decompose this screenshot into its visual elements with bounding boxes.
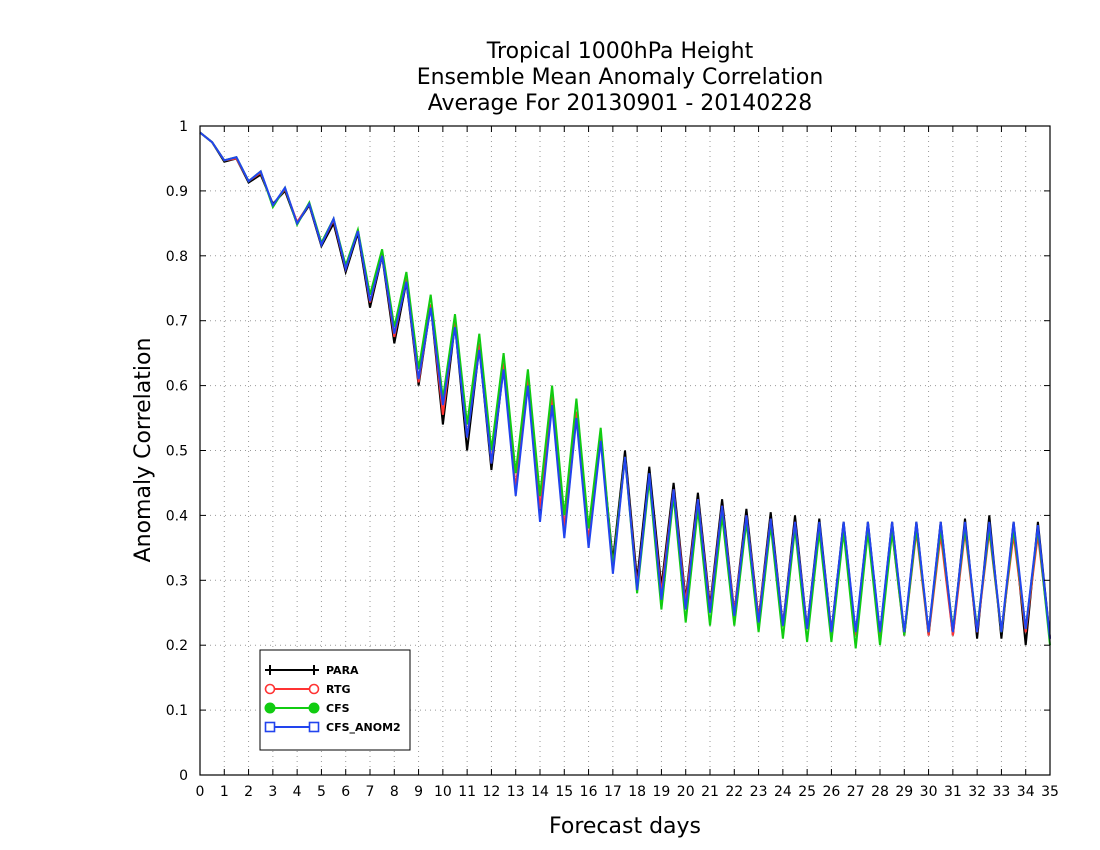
y-tick-label: 1	[179, 119, 188, 135]
chart-title-line-2: Ensemble Mean Anomaly Correlation	[417, 65, 824, 90]
x-tick-label: 11	[458, 784, 476, 800]
x-tick-label: 27	[847, 784, 865, 800]
legend-box	[259, 649, 411, 751]
x-tick-label: 32	[968, 784, 986, 800]
x-tick-label: 21	[701, 784, 719, 800]
chart-title-line-1: Tropical 1000hPa Height	[486, 39, 754, 64]
x-tick-label: 6	[341, 784, 350, 800]
x-tick-label: 22	[725, 784, 743, 800]
x-tick-label: 16	[580, 784, 598, 800]
legend-marker-open-circle	[264, 683, 276, 695]
x-tick-label: 9	[414, 784, 423, 800]
x-tick-label: 4	[293, 784, 302, 800]
x-tick-label: 26	[823, 784, 841, 800]
x-tick-label: 28	[871, 784, 889, 800]
x-tick-label: 13	[507, 784, 525, 800]
y-tick-label: 0.7	[166, 314, 188, 330]
y-tick-label: 0.4	[166, 508, 188, 524]
x-tick-label: 35	[1041, 784, 1059, 800]
y-tick-label: 0.1	[166, 703, 188, 719]
legend-marker-filled-circle	[308, 702, 320, 714]
x-tick-label: 10	[434, 784, 452, 800]
x-tick-label: 15	[555, 784, 573, 800]
x-tick-label: 12	[483, 784, 501, 800]
y-tick-label: 0	[179, 768, 188, 784]
axis-ticks	[199, 125, 1051, 776]
x-tick-label: 25	[798, 784, 816, 800]
series-lines	[199, 131, 1051, 649]
x-tick-label: 24	[774, 784, 792, 800]
x-tick-label: 1	[220, 784, 229, 800]
y-axis-tick-labels: 0 0.1 0.2 0.3 0.4 0.5 0.6 0.7 0.8 0.9 1	[166, 119, 188, 784]
y-tick-label: 0.6	[166, 379, 188, 395]
y-tick-label: 0.8	[166, 249, 188, 265]
legend-label-rtg: RTG	[326, 683, 351, 696]
x-tick-label: 19	[653, 784, 671, 800]
x-tick-label: 30	[920, 784, 938, 800]
x-tick-label: 2	[244, 784, 253, 800]
x-tick-label: 0	[196, 784, 205, 800]
legend-label-cfs: CFS	[326, 702, 350, 715]
x-tick-label: 23	[750, 784, 768, 800]
legend-marker-plus	[309, 665, 319, 675]
legend-label-para: PARA	[326, 664, 359, 677]
x-tick-label: 5	[317, 784, 326, 800]
y-tick-label: 0.9	[166, 184, 188, 200]
x-tick-label: 7	[366, 784, 375, 800]
x-tick-label: 29	[895, 784, 913, 800]
x-tick-label: 18	[628, 784, 646, 800]
x-tick-label: 20	[677, 784, 695, 800]
legend-marker-plus	[265, 665, 275, 675]
x-axis-tick-labels: 0 1 2 3 4 5 6 7 8 9 10 11 12 13 14 15 16 17 18 19 20 21 22 23 24…	[196, 784, 1059, 800]
x-axis-title: Forecast days	[549, 814, 701, 839]
y-axis-title: Anomaly Correlation	[131, 338, 156, 563]
legend-label-cfs-anom2: CFS_ANOM2	[326, 721, 401, 734]
legend-marker-open-square	[264, 721, 276, 733]
x-tick-label: 34	[1017, 784, 1035, 800]
x-tick-label: 14	[531, 784, 549, 800]
legend: PARA RTG CFS CFS_ANOM2	[259, 649, 411, 751]
legend-items: PARA RTG CFS CFS_ANOM2	[264, 664, 401, 734]
legend-marker-filled-circle	[264, 702, 276, 714]
y-tick-label: 0.3	[166, 573, 188, 589]
x-tick-label: 17	[604, 784, 622, 800]
chart-title-line-3: Average For 20130901 - 20140228	[428, 91, 813, 116]
series-line-cfs-anom2	[199, 131, 1051, 639]
y-tick-label: 0.2	[166, 638, 188, 654]
chart-title: Tropical 1000hPa Height Ensemble Mean An…	[417, 39, 824, 116]
legend-marker-open-square	[308, 721, 320, 733]
x-tick-label: 31	[944, 784, 962, 800]
y-tick-label: 0.5	[166, 444, 188, 460]
x-tick-label: 8	[390, 784, 399, 800]
x-tick-label: 3	[268, 784, 277, 800]
x-tick-label: 33	[993, 784, 1011, 800]
legend-marker-open-circle	[308, 683, 320, 695]
